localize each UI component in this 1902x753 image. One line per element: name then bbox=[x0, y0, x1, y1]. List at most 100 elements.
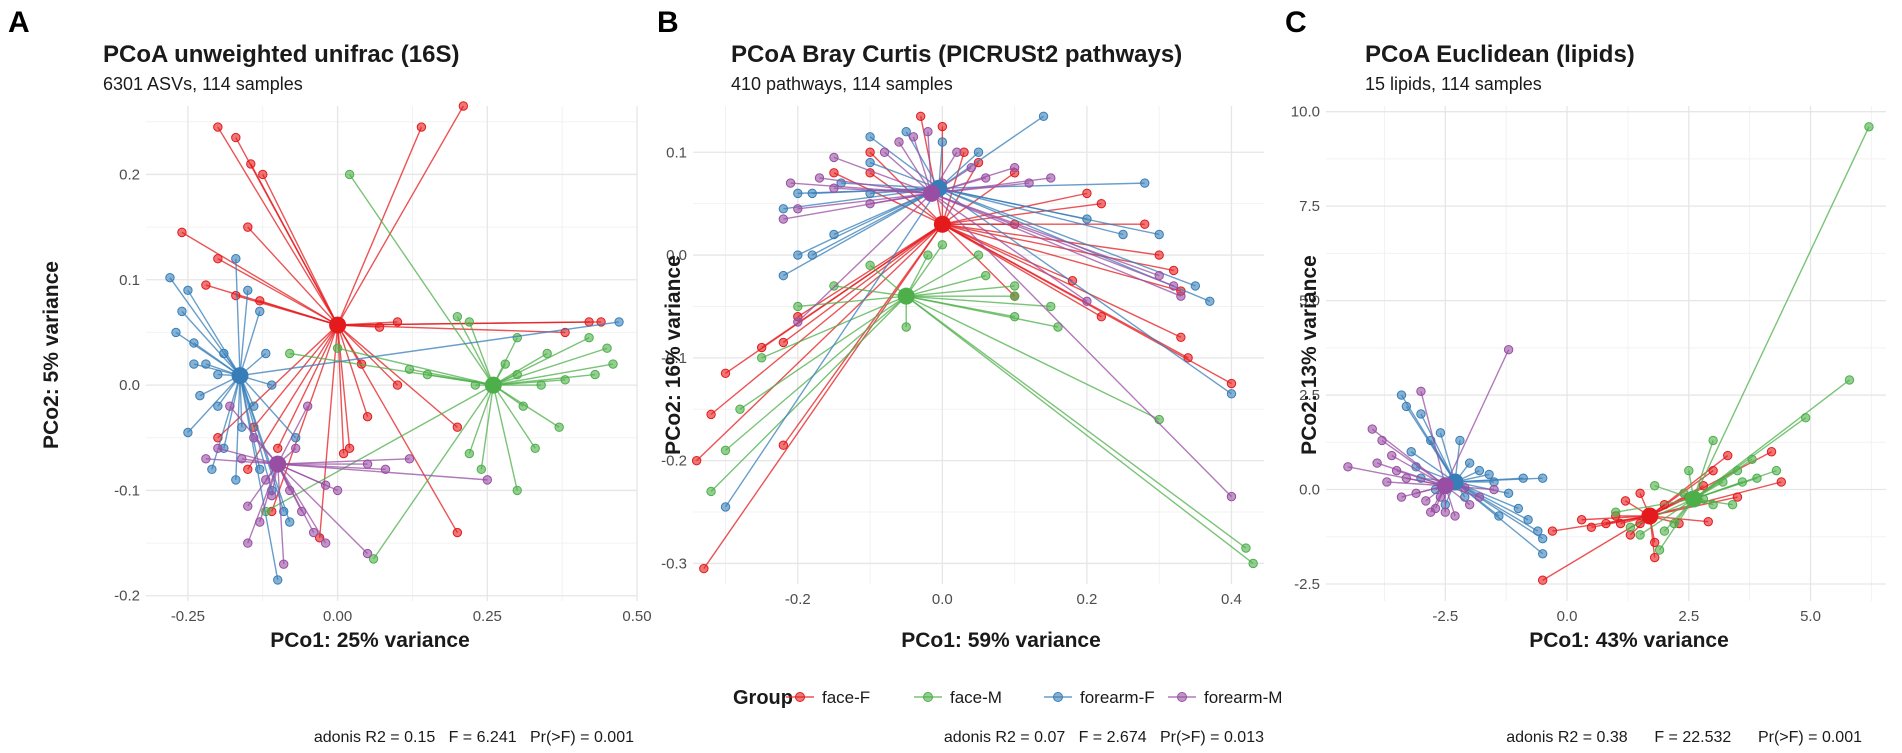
spider-segment bbox=[833, 187, 940, 236]
spider-segment bbox=[783, 187, 940, 277]
series-face-M bbox=[261, 169, 618, 564]
sample-point bbox=[1372, 458, 1382, 468]
spider-segment bbox=[1420, 391, 1446, 486]
spider-segment bbox=[247, 463, 279, 507]
sample-point bbox=[1406, 447, 1416, 457]
spider-segment bbox=[239, 321, 620, 377]
sample-point bbox=[542, 348, 552, 359]
sample-point bbox=[1523, 515, 1533, 525]
adonis-caption: adonis R2 = 0.15 F = 6.241 Pr(>F) = 0.00… bbox=[314, 729, 634, 746]
spider-segment bbox=[211, 375, 241, 470]
spider-segment bbox=[492, 384, 536, 449]
sample-point bbox=[207, 464, 217, 475]
sample-point bbox=[590, 369, 600, 380]
sample-point bbox=[308, 527, 319, 538]
sample-point bbox=[1518, 473, 1528, 483]
spider-segment bbox=[239, 375, 273, 491]
sample-point bbox=[756, 353, 767, 363]
spider-segment bbox=[710, 295, 907, 492]
spider-segment bbox=[869, 172, 943, 225]
sample-point bbox=[243, 464, 253, 475]
sample-point bbox=[807, 188, 817, 199]
spider-segment bbox=[1630, 498, 1694, 528]
centroid-face-F bbox=[933, 215, 951, 233]
spider-segment bbox=[235, 258, 241, 376]
sample-point bbox=[392, 380, 403, 390]
sample-point bbox=[778, 270, 789, 281]
sample-point bbox=[1659, 526, 1670, 536]
sample-point bbox=[1537, 533, 1548, 544]
sample-point bbox=[560, 375, 570, 385]
x-tick-label: 0.2 bbox=[1076, 591, 1097, 608]
spider-segment bbox=[761, 223, 943, 349]
sample-point bbox=[530, 443, 540, 453]
spider-segment bbox=[938, 187, 1124, 236]
sample-point bbox=[1248, 558, 1258, 569]
sample-point bbox=[829, 281, 839, 291]
sample-point bbox=[1154, 414, 1164, 425]
spider-segment bbox=[427, 373, 494, 386]
sample-point bbox=[255, 306, 265, 317]
spider-segment bbox=[239, 375, 297, 439]
sample-point bbox=[1800, 413, 1811, 423]
sample-point bbox=[1168, 281, 1179, 291]
sample-point bbox=[1046, 173, 1056, 183]
sample-point bbox=[937, 137, 948, 147]
sample-point bbox=[296, 506, 307, 517]
sample-point bbox=[1474, 492, 1485, 502]
spider-segment bbox=[271, 324, 339, 512]
sample-point bbox=[464, 448, 475, 459]
sample-point bbox=[966, 162, 976, 173]
sample-point bbox=[243, 538, 253, 548]
group-legend: Group face-F face-M forearm-F forearm-M bbox=[733, 687, 1282, 709]
panel-c: -2.5 0.0 2.5 5.0 -2.5 0.0 2.5 5.0 7.5 10.0 C PCoA E… bbox=[1285, 6, 1886, 746]
centroid-face-M bbox=[897, 287, 915, 305]
legend-item-forearm-M: forearm-M bbox=[1168, 688, 1282, 707]
series-forearm-M bbox=[201, 401, 493, 569]
sample-point bbox=[1401, 401, 1412, 412]
sample-point bbox=[735, 404, 745, 414]
spider-segment bbox=[372, 384, 494, 560]
sample-point bbox=[1752, 473, 1762, 483]
panel-subtitle: 6301 ASVs, 114 samples bbox=[103, 74, 303, 94]
sample-point bbox=[213, 401, 223, 411]
sample-point bbox=[380, 464, 391, 475]
spider-segment bbox=[1639, 498, 1695, 536]
x-tick-label: 0.00 bbox=[323, 608, 352, 625]
spider-segment bbox=[869, 161, 939, 189]
series-face-F bbox=[691, 111, 1237, 574]
sample-point bbox=[706, 409, 716, 420]
series-face-F bbox=[1537, 447, 1787, 585]
sample-point bbox=[937, 121, 948, 132]
sample-point bbox=[1009, 281, 1020, 291]
sample-point bbox=[500, 359, 510, 369]
x-axis-label: PCo1: 43% variance bbox=[1529, 629, 1729, 652]
spider-segment bbox=[833, 187, 932, 195]
sample-point bbox=[536, 380, 546, 390]
sample-point bbox=[1367, 424, 1377, 434]
sample-point bbox=[1708, 465, 1718, 476]
spider-segment bbox=[797, 223, 943, 318]
spider-segment bbox=[1381, 439, 1446, 487]
sample-point bbox=[793, 188, 803, 199]
panel-subtitle: 410 pathways, 114 samples bbox=[731, 74, 953, 94]
spider-segment bbox=[337, 105, 464, 326]
sample-point bbox=[255, 464, 265, 475]
sample-point bbox=[1183, 353, 1193, 363]
spider-segment bbox=[456, 316, 494, 386]
y-tick-label: 2.5 bbox=[1299, 387, 1320, 404]
sample-point bbox=[1396, 492, 1407, 502]
sample-point bbox=[1649, 481, 1660, 491]
sample-point bbox=[1635, 488, 1645, 499]
x-tick-label: 0.50 bbox=[622, 608, 651, 625]
sample-point bbox=[923, 250, 933, 260]
sample-point bbox=[981, 270, 991, 281]
y-tick-label: 0.0 bbox=[1299, 482, 1320, 499]
sample-point bbox=[1547, 526, 1558, 536]
sample-point bbox=[1708, 499, 1718, 510]
spider-segment bbox=[725, 295, 907, 451]
sample-point bbox=[255, 296, 265, 306]
sample-point bbox=[1082, 214, 1092, 224]
spider-segment bbox=[833, 156, 932, 195]
sample-point bbox=[1416, 409, 1426, 419]
